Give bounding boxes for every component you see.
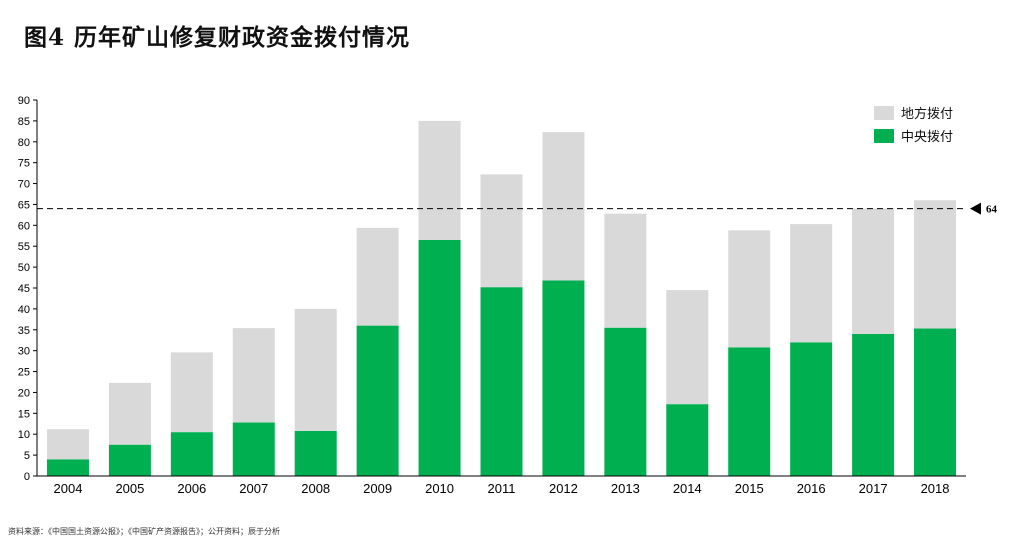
reference-line-label: 64: [986, 204, 998, 216]
bar-central-2012: [542, 280, 585, 476]
bar-central-2014: [666, 404, 709, 476]
bar-local-2010: [418, 120, 461, 240]
x-tick-label: 2015: [735, 481, 764, 496]
y-tick-label: 75: [18, 158, 30, 170]
bar-central-2006: [170, 432, 213, 476]
x-tick-label: 2011: [488, 481, 516, 496]
bar-local-2008: [294, 308, 337, 431]
bar-central-2017: [852, 333, 895, 476]
x-tick-label: 2016: [797, 481, 826, 496]
y-tick-label: 30: [18, 346, 30, 358]
bar-central-2015: [728, 347, 771, 476]
stacked-bar-chart: 0 5 10 15 20 25 30 35 40 45 50 55 60 65 70 75 80 85 90 200…: [18, 95, 998, 496]
source-note: 资料来源：《中国国土资源公报》；《中国矿产资源报告》；公开资料；辰于分析: [8, 527, 280, 536]
y-tick-label: 55: [18, 241, 30, 253]
bars-group: [46, 120, 957, 476]
y-tick-label: 60: [18, 220, 30, 232]
y-tick-label: 90: [18, 95, 30, 107]
reference-arrow-icon: [970, 202, 981, 215]
y-tick-label: 0: [24, 471, 30, 483]
bar-central-2018: [914, 328, 957, 476]
y-tick-label: 45: [18, 283, 30, 295]
y-tick-label: 20: [18, 387, 30, 399]
bar-local-2006: [170, 352, 213, 433]
bar-central-2007: [232, 422, 275, 476]
y-tick-label: 80: [18, 137, 30, 149]
x-tick-label: 2013: [611, 481, 640, 496]
x-tick-label: 2017: [859, 481, 888, 496]
reference-line-group: 64: [37, 202, 998, 216]
bar-local-2018: [914, 200, 957, 329]
y-tick-label: 25: [18, 367, 30, 379]
x-axis: 2004 2005 2006 2007 2008 2009 2010 2011 2012 2013…: [37, 475, 966, 496]
x-tick-label: 2004: [54, 481, 83, 496]
y-tick-label: 15: [18, 408, 30, 420]
y-tick-label: 65: [18, 199, 30, 211]
y-axis: 0 5 10 15 20 25 30 35 40 45 50 55 60 65 70 75 80 85 90: [18, 95, 38, 483]
bar-local-2013: [604, 213, 647, 328]
bar-central-2011: [480, 287, 523, 476]
bar-local-2014: [666, 290, 709, 405]
legend-label: 地方拨付: [901, 106, 953, 122]
legend-swatch: [874, 106, 894, 120]
bar-central-2016: [790, 342, 833, 476]
y-tick-label: 70: [18, 179, 30, 191]
y-tick-label: 40: [18, 304, 30, 316]
bar-local-2012: [542, 132, 585, 281]
bar-local-2017: [852, 208, 895, 334]
bar-central-2010: [418, 239, 461, 476]
chart-title: 图4 历年矿山修复财政资金拨付情况: [24, 24, 411, 51]
legend-swatch: [874, 129, 894, 143]
y-tick-label: 85: [18, 116, 30, 128]
x-tick-label: 2005: [115, 481, 144, 496]
x-tick-label: 2018: [921, 481, 950, 496]
bar-local-2005: [108, 382, 151, 445]
legend-label: 中央拨付: [901, 130, 953, 145]
bar-local-2015: [728, 230, 771, 348]
bar-local-2016: [790, 224, 833, 343]
y-tick-label: 10: [18, 429, 30, 441]
bar-central-2009: [356, 325, 399, 476]
y-tick-label: 35: [18, 325, 30, 337]
x-tick-label: 2008: [301, 481, 330, 496]
y-tick-label: 5: [24, 450, 30, 462]
bar-central-2005: [108, 444, 151, 476]
bar-local-2007: [232, 328, 275, 423]
x-tick-label: 2007: [239, 481, 268, 496]
x-tick-label: 2014: [673, 481, 702, 496]
bar-local-2004: [46, 429, 89, 460]
bar-central-2013: [604, 327, 647, 476]
x-tick-label: 2009: [363, 481, 392, 496]
bar-central-2008: [294, 430, 337, 476]
x-tick-label: 2006: [177, 481, 206, 496]
x-tick-label: 2010: [425, 481, 454, 496]
bar-local-2011: [480, 174, 523, 288]
y-tick-label: 50: [18, 262, 30, 274]
bar-central-2004: [46, 459, 89, 476]
bar-local-2009: [356, 227, 399, 326]
x-tick-label: 2012: [549, 481, 578, 496]
